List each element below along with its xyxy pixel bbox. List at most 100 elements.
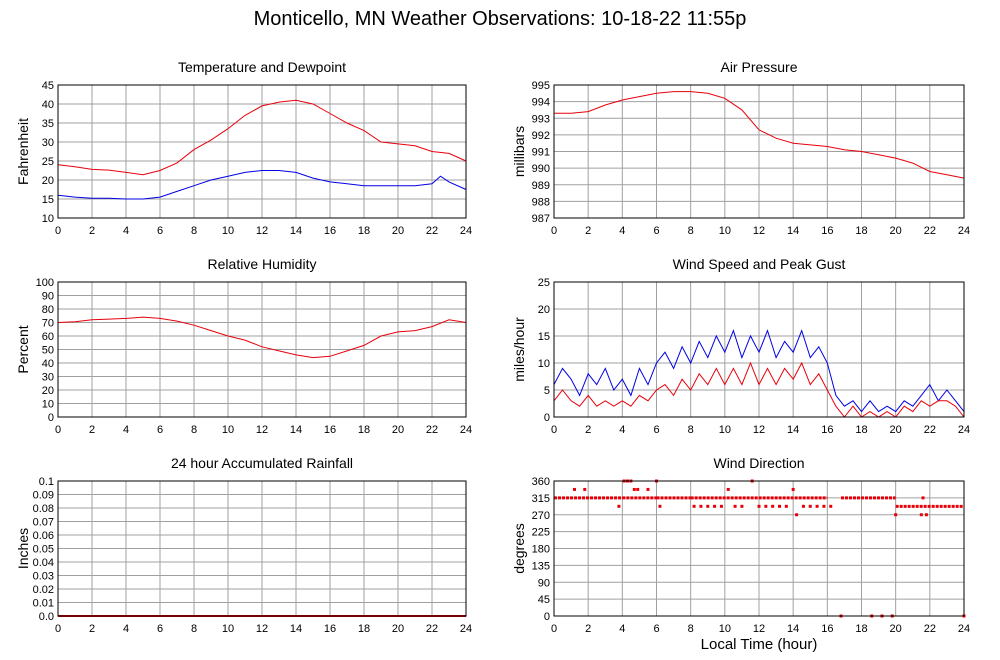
x-tick-label: 20 [392, 623, 404, 635]
x-tick-label: 10 [719, 424, 731, 436]
y-axis-label: miles/hour [511, 317, 527, 382]
x-tick-label: 22 [426, 424, 438, 436]
y-tick-label: 100 [36, 277, 54, 289]
x-tick-label: 4 [123, 623, 129, 635]
direction-point [757, 504, 761, 508]
y-tick-label: 0.06 [33, 530, 54, 542]
y-tick-label: 0 [544, 611, 550, 623]
x-tick-label: 6 [653, 424, 659, 436]
x-tick-label: 0 [55, 225, 61, 237]
page-title: Monticello, MN Weather Observations: 10-… [253, 8, 747, 30]
x-tick-label: 20 [890, 424, 902, 436]
y-tick-label: 988 [532, 196, 550, 208]
y-tick-label: 993 [532, 113, 550, 125]
y-tick-label: 360 [532, 476, 550, 488]
x-tick-label: 12 [256, 225, 268, 237]
x-tick-label: 8 [688, 424, 694, 436]
chart-title: Wind Direction [713, 455, 804, 471]
plot-frame [553, 281, 965, 418]
direction-point [801, 504, 805, 508]
y-tick-label: 987 [532, 213, 550, 225]
plot-frame [553, 84, 965, 219]
x-tick-label: 16 [324, 424, 336, 436]
direction-point [573, 487, 576, 491]
series-line-0 [57, 99, 467, 176]
y-tick-label: 25 [538, 277, 550, 289]
x-tick-label: 2 [585, 623, 591, 635]
x-tick-label: 0 [551, 424, 557, 436]
direction-point [646, 487, 650, 491]
x-tick-label: 14 [290, 623, 302, 635]
direction-point [894, 513, 898, 517]
direction-point [617, 504, 621, 508]
x-tick-label: 18 [358, 623, 370, 635]
x-tick-label: 20 [890, 623, 902, 635]
direction-point [919, 513, 923, 517]
y-tick-label: 0.1 [39, 476, 54, 488]
direction-point [815, 504, 819, 508]
x-tick-label: 6 [157, 225, 163, 237]
y-tick-label: 0.02 [33, 584, 54, 596]
x-tick-label: 20 [890, 225, 902, 237]
x-tick-label: 10 [222, 623, 234, 635]
y-tick-label: 0 [48, 412, 54, 424]
x-tick-label: 14 [787, 424, 799, 436]
x-tick-label: 2 [585, 424, 591, 436]
direction-point [726, 487, 730, 491]
y-axis-label: millibars [511, 126, 527, 177]
direction-point [764, 504, 768, 508]
y-tick-label: 0.01 [33, 598, 54, 610]
chart-title: Temperature and Dewpoint [178, 59, 346, 75]
y-tick-label: 45 [538, 594, 550, 606]
x-tick-label: 8 [688, 623, 694, 635]
x-tick-label: 16 [821, 623, 833, 635]
y-tick-label: 315 [532, 493, 550, 505]
y-tick-label: 45 [42, 80, 54, 92]
x-tick-label: 12 [753, 623, 765, 635]
series-line-0 [553, 329, 965, 413]
x-tick-label: 24 [958, 424, 970, 436]
x-tick-label: 24 [460, 623, 472, 635]
chart-title: Wind Speed and Peak Gust [673, 256, 846, 272]
x-tick-label: 18 [358, 424, 370, 436]
y-tick-label: 25 [42, 156, 54, 168]
direction-point [829, 504, 833, 508]
y-tick-label: 30 [42, 137, 54, 149]
direction-point [822, 504, 826, 508]
y-tick-label: 30 [42, 372, 54, 384]
y-tick-label: 60 [42, 331, 54, 343]
y-tick-label: 0.09 [33, 490, 54, 502]
x-tick-label: 4 [123, 225, 129, 237]
x-tick-label: 6 [653, 623, 659, 635]
y-tick-label: 20 [42, 175, 54, 187]
y-tick-label: 0.04 [33, 557, 54, 569]
x-axis-label: Local Time (hour) [700, 636, 818, 653]
series-line-0 [57, 316, 467, 359]
direction-point [808, 504, 812, 508]
y-tick-label: 20 [538, 304, 550, 316]
x-tick-label: 6 [653, 225, 659, 237]
x-tick-label: 0 [551, 225, 557, 237]
x-tick-label: 24 [958, 623, 970, 635]
x-tick-label: 4 [619, 225, 625, 237]
direction-point [583, 487, 587, 491]
x-tick-label: 14 [787, 623, 799, 635]
direction-point [924, 513, 928, 517]
direction-point [795, 513, 799, 517]
plot-frame [553, 480, 965, 617]
y-axis-label: degrees [511, 523, 527, 574]
x-tick-label: 12 [256, 623, 268, 635]
x-tick-label: 22 [924, 424, 936, 436]
x-tick-label: 8 [191, 623, 197, 635]
y-tick-label: 0 [544, 412, 550, 424]
x-tick-label: 4 [619, 424, 625, 436]
x-tick-label: 20 [392, 424, 404, 436]
y-tick-label: 40 [42, 358, 54, 370]
x-tick-label: 4 [619, 623, 625, 635]
y-tick-label: 0.05 [33, 544, 54, 556]
